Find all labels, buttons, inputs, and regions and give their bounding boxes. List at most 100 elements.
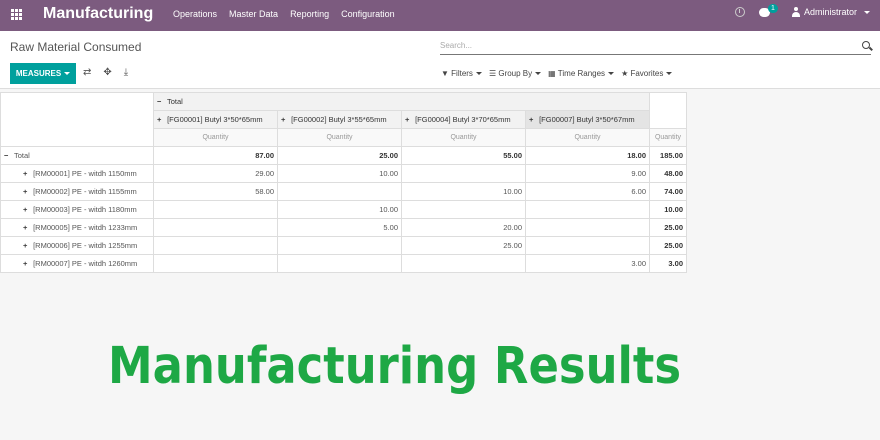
chat-count-badge: 1: [767, 3, 778, 13]
row-header[interactable]: + [RM00005] PE - witdh 1233mm: [0, 218, 154, 237]
top-navbar: Manufacturing Operations Master Data Rep…: [0, 0, 880, 31]
cell-value[interactable]: [277, 182, 402, 201]
cell-value[interactable]: [401, 200, 526, 219]
cell-total[interactable]: 25.00: [649, 218, 687, 237]
measure-header[interactable]: Quantity: [649, 128, 687, 147]
search-input[interactable]: Search...: [440, 39, 871, 55]
menu-configuration[interactable]: Configuration: [341, 9, 395, 19]
minus-icon: −: [4, 151, 9, 160]
cell-value[interactable]: 10.00: [401, 182, 526, 201]
download-icon[interactable]: ⤓: [123, 67, 129, 78]
cell-total[interactable]: 185.00: [649, 146, 687, 165]
cell-value[interactable]: [525, 236, 650, 255]
cell-value[interactable]: [153, 254, 278, 273]
cell-value[interactable]: 87.00: [153, 146, 278, 165]
user-menu[interactable]: Administrator: [791, 7, 870, 17]
expand-all-icon[interactable]: ✥: [103, 67, 112, 78]
cell-value[interactable]: 20.00: [401, 218, 526, 237]
plus-icon: +: [529, 115, 534, 124]
cell-total[interactable]: 3.00: [649, 254, 687, 273]
cell-value[interactable]: 55.00: [401, 146, 526, 165]
flip-axis-icon[interactable]: ⇄: [83, 67, 92, 78]
chat-icon[interactable]: 1: [758, 3, 778, 17]
time-ranges-dropdown[interactable]: ▦ Time Ranges: [548, 69, 615, 78]
row-header[interactable]: + [RM00003] PE - witdh 1180mm: [0, 200, 154, 219]
cell-value[interactable]: 58.00: [153, 182, 278, 201]
plus-icon: +: [157, 115, 162, 124]
table-row: + [RM00006] PE - witdh 1255mm 25.00 25.0…: [0, 236, 687, 255]
row-header[interactable]: + [RM00002] PE - witdh 1155mm: [0, 182, 154, 201]
cell-total[interactable]: 10.00: [649, 200, 687, 219]
plus-icon: +: [23, 223, 28, 232]
cell-value[interactable]: 25.00: [401, 236, 526, 255]
filter-icon: ▼: [441, 69, 449, 78]
row-header[interactable]: + [RM00001] PE - witdh 1150mm: [0, 164, 154, 183]
plus-icon: +: [281, 115, 286, 124]
table-row: + [RM00005] PE - witdh 1233mm 5.00 20.00…: [0, 218, 687, 237]
user-icon: [791, 7, 800, 17]
cell-value[interactable]: 3.00: [525, 254, 650, 273]
cell-value[interactable]: [525, 218, 650, 237]
measure-header[interactable]: Quantity: [525, 128, 650, 147]
cell-value[interactable]: 10.00: [277, 200, 402, 219]
cell-value[interactable]: [525, 200, 650, 219]
search-icon[interactable]: [862, 41, 870, 49]
cell-value[interactable]: [401, 254, 526, 273]
col-header-product[interactable]: + [FG00001] Butyl 3*50*65mm: [153, 110, 278, 129]
cell-total[interactable]: 25.00: [649, 236, 687, 255]
cell-value[interactable]: 9.00: [525, 164, 650, 183]
measure-header[interactable]: Quantity: [153, 128, 278, 147]
list-icon: ☰: [488, 69, 497, 78]
col-header-product[interactable]: + [FG00002] Butyl 3*55*65mm: [277, 110, 402, 129]
favorites-dropdown[interactable]: ★ Favorites: [621, 69, 673, 78]
col-header-total[interactable]: − Total: [153, 92, 650, 111]
table-row: + [RM00001] PE - witdh 1150mm 29.00 10.0…: [0, 164, 687, 183]
filters-dropdown[interactable]: ▼ Filters: [441, 69, 482, 78]
cell-value[interactable]: [153, 218, 278, 237]
cell-value[interactable]: 10.00: [277, 164, 402, 183]
cell-value[interactable]: [277, 254, 402, 273]
cell-value[interactable]: 6.00: [525, 182, 650, 201]
calendar-icon: ▦: [548, 69, 556, 78]
cell-value[interactable]: [153, 200, 278, 219]
time-ranges-label: Time Ranges: [557, 69, 606, 78]
table-row: + [RM00002] PE - witdh 1155mm 58.00 10.0…: [0, 182, 687, 201]
header-spacer: [649, 92, 687, 129]
main-menu: Operations Master Data Reporting Configu…: [173, 9, 395, 19]
menu-operations[interactable]: Operations: [173, 9, 218, 19]
cell-value[interactable]: [277, 236, 402, 255]
col-header-product[interactable]: + [FG00007] Butyl 3*50*67mm: [525, 110, 650, 129]
row-header-total[interactable]: − Total: [0, 146, 154, 165]
cell-value[interactable]: 5.00: [277, 218, 402, 237]
cell-total[interactable]: 48.00: [649, 164, 687, 183]
cell-value[interactable]: 25.00: [277, 146, 402, 165]
search-options: ▼ Filters ☰ Group By ▦ Time Ranges ★ Fav…: [441, 69, 673, 78]
measure-header[interactable]: Quantity: [401, 128, 526, 147]
table-row: + [RM00007] PE - witdh 1260mm 3.00 3.00: [0, 254, 687, 273]
menu-reporting[interactable]: Reporting: [290, 9, 330, 19]
plus-icon: +: [23, 169, 28, 178]
filters-label: Filters: [451, 69, 473, 78]
pivot-table: − Total + [FG00001] Butyl 3*50*65mm + [F…: [0, 92, 687, 273]
apps-grid-icon[interactable]: [11, 9, 22, 20]
measures-button[interactable]: MEASURES: [10, 63, 76, 84]
cell-total[interactable]: 74.00: [649, 182, 687, 201]
systray: 1 Administrator: [734, 3, 870, 17]
activity-clock-icon[interactable]: [734, 7, 745, 17]
col-header-product[interactable]: + [FG00004] Butyl 3*70*65mm: [401, 110, 526, 129]
chevron-down-icon: [64, 72, 71, 76]
app-title: Manufacturing: [43, 5, 154, 22]
group-by-dropdown[interactable]: ☰ Group By: [488, 69, 542, 78]
cell-value[interactable]: [153, 236, 278, 255]
cell-value[interactable]: 18.00: [525, 146, 650, 165]
measure-header[interactable]: Quantity: [277, 128, 402, 147]
minus-icon: −: [157, 97, 162, 106]
search-placeholder: Search...: [440, 41, 473, 50]
plus-icon: +: [405, 115, 410, 124]
row-header[interactable]: + [RM00006] PE - witdh 1255mm: [0, 236, 154, 255]
pivot-tools: ⇄ ✥ ⤓: [83, 67, 128, 78]
cell-value[interactable]: 29.00: [153, 164, 278, 183]
cell-value[interactable]: [401, 164, 526, 183]
row-header[interactable]: + [RM00007] PE - witdh 1260mm: [0, 254, 154, 273]
menu-master-data[interactable]: Master Data: [229, 9, 279, 19]
